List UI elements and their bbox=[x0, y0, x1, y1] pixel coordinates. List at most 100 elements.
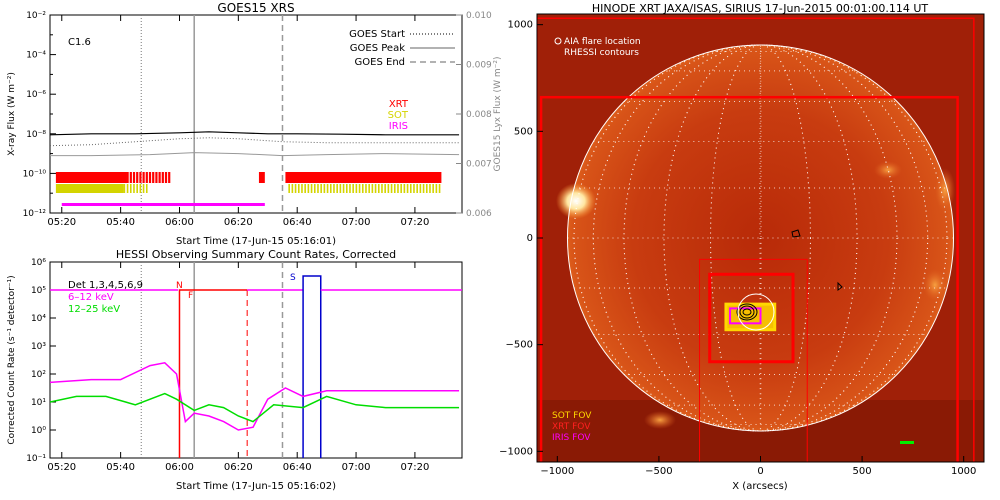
hessi-xtick-label-2: 06:00 bbox=[165, 462, 194, 473]
goes-series-line-2 bbox=[50, 152, 460, 157]
goes-coverage-iris-0 bbox=[61, 203, 265, 206]
goes-ytick-label-0: 10⁻¹² bbox=[23, 209, 47, 219]
goes-coverage-xrt-1-11 bbox=[161, 172, 164, 183]
hessi-ytick-label-6: 10⁵ bbox=[31, 286, 46, 296]
goes-coverage-sot-2-39 bbox=[413, 184, 415, 193]
fov-box-1 bbox=[539, 95, 959, 462]
goes-coverage-sot-2-2 bbox=[294, 184, 297, 193]
hessi-y-axis: 10⁻¹ 10⁰ 10¹ 10² 10³ 10⁴ 10⁵ 10⁶ bbox=[26, 258, 56, 464]
hessi-x-axis: 05:20 05:40 06:00 06:20 06:40 07:00 07:20 bbox=[47, 262, 429, 473]
hessi-flag-f: F bbox=[188, 291, 193, 301]
goes-ytick-label-1: 10⁻¹⁰ bbox=[23, 169, 47, 179]
goes-coverage-xrt-1-3 bbox=[136, 172, 139, 183]
hessi-saa-flag bbox=[302, 275, 322, 458]
goes-y2tick-label-1: 0.007 bbox=[466, 160, 492, 170]
xrt-xtick-label-3: 500 bbox=[853, 466, 872, 477]
goes-coverage-sot-2-7 bbox=[310, 184, 313, 193]
goes-y2tick-label-2: 0.008 bbox=[466, 110, 492, 120]
hessi-ytick-label-3: 10² bbox=[31, 370, 46, 380]
xrt-ytick-label-2: 0 bbox=[527, 233, 533, 244]
goes-coverage-legend: XRT SOT IRIS bbox=[388, 99, 409, 132]
fov-box-2 bbox=[699, 258, 808, 462]
goes-panel: GOES15 XRS 10⁻¹² 10⁻¹⁰ 10⁻⁸ 10⁻⁶ 10⁻⁴ 10⁻² 0.… bbox=[7, 1, 503, 247]
goes-coverage-sot-2-34 bbox=[397, 184, 399, 193]
rhessi-contour-1 bbox=[736, 303, 758, 321]
goes-coverage-xrt-1-9 bbox=[155, 172, 158, 183]
goes-coverage-sot-2-37 bbox=[406, 184, 409, 193]
goes-coverage-xrt-0 bbox=[55, 172, 127, 183]
goes-coverage-sot-1-5 bbox=[139, 184, 142, 193]
xrt-y-axis: −1000 −500 0 500 1000 bbox=[499, 20, 543, 457]
hessi-legend: Det 1,3,4,5,6,9 6–12 keV 12–25 keV bbox=[68, 280, 143, 315]
hessi-series-line-0 bbox=[50, 361, 460, 431]
goes-coverage-xrt-1-8 bbox=[152, 172, 155, 183]
hessi-flags bbox=[50, 275, 462, 458]
goes-coverage-xrt-1-10 bbox=[158, 172, 161, 183]
hessi-series-line-1 bbox=[50, 392, 460, 423]
goes-coverage-xrt-1-12 bbox=[164, 172, 168, 183]
hessi-ytick-label-2: 10¹ bbox=[31, 398, 46, 408]
goes-coverage-sot-2-29 bbox=[381, 184, 383, 193]
hessi-title: HESSI Observing Summary Count Rates, Cor… bbox=[116, 248, 396, 261]
goes-coverage-sot-2-15 bbox=[336, 184, 338, 193]
goes-coverage-xrt-1-7 bbox=[148, 172, 152, 183]
goes-coverage-sot-2-45 bbox=[432, 184, 434, 193]
goes-coverage-sot-2-12 bbox=[326, 184, 329, 193]
xrt-legend-bottom: SOT FOV XRT FOV IRIS FOV bbox=[552, 411, 592, 443]
goes-coverage-sot-2-6 bbox=[307, 184, 310, 193]
hessi-series bbox=[50, 361, 460, 431]
hessi-ytick-label-0: 10⁻¹ bbox=[26, 454, 46, 464]
goes-coverage-sot-2-47 bbox=[438, 184, 441, 193]
rhessi-contour-3 bbox=[742, 308, 752, 316]
hessi-legend-high: 12–25 keV bbox=[68, 304, 120, 315]
hessi-event-markers bbox=[140, 262, 284, 458]
goes-xtick-label-2: 06:00 bbox=[165, 217, 194, 228]
xrt-ytick-label-3: 500 bbox=[514, 126, 533, 137]
goes-xtick-label-3: 06:20 bbox=[224, 217, 253, 228]
goes-coverage-xrt-1-4 bbox=[139, 172, 142, 183]
xrt-x-label: X (arcsecs) bbox=[732, 481, 788, 492]
xrt-panel: HINODE XRT JAXA/ISAS, SIRIUS 17-Jun-2015… bbox=[499, 2, 985, 492]
goes-coverage-xrt-1-5 bbox=[142, 172, 145, 183]
hessi-xtick-label-0: 05:20 bbox=[47, 462, 76, 473]
goes-ytick-label-5: 10⁻² bbox=[26, 11, 46, 21]
goes-y2tick-label-0: 0.006 bbox=[466, 209, 492, 219]
goes-coverage-sot-2-23 bbox=[361, 184, 364, 193]
hessi-x-label: Start Time (17-Jun-15 05:16:02) bbox=[176, 481, 336, 492]
xrt-xtick-label-4: 1000 bbox=[951, 466, 976, 477]
fov-box-5 bbox=[729, 307, 762, 325]
goes-y2tick-label-3: 0.009 bbox=[466, 61, 492, 71]
xrt-xtick-label-1: −500 bbox=[645, 466, 672, 477]
xrt-xtick-label-2: 0 bbox=[757, 466, 763, 477]
rhessi-contour-2 bbox=[739, 305, 755, 319]
goes-coverage-sot-2-32 bbox=[390, 184, 393, 193]
goes-y2-label: GOES15 Lyx Flux (W m⁻²) bbox=[493, 57, 503, 172]
hessi-xtick-label-5: 07:00 bbox=[342, 462, 371, 473]
hessi-flag-n: N bbox=[176, 281, 183, 291]
goes-coverage-sot-2-33 bbox=[393, 184, 396, 193]
goes-coverage-sot-2-41 bbox=[419, 184, 422, 193]
goes-coverage bbox=[55, 172, 442, 206]
goes-coverage-sot-2-43 bbox=[425, 184, 428, 193]
goes-coverage-sot-2-30 bbox=[384, 184, 386, 193]
goes-coverage-sot-2-19 bbox=[349, 184, 351, 193]
limb-marker bbox=[900, 441, 914, 444]
xrt-legend-rhessi: RHESSI contours bbox=[564, 48, 639, 58]
hessi-flag-s: S bbox=[290, 273, 296, 283]
goes-xtick-label-4: 06:40 bbox=[283, 217, 312, 228]
goes-coverage-sot-2-14 bbox=[333, 184, 335, 193]
goes-coverage-sot-2-38 bbox=[409, 184, 412, 193]
goes-coverage-sot-2-24 bbox=[365, 184, 367, 193]
goes-coverage-xrt-1-2 bbox=[132, 172, 136, 183]
xrt-legend-top: AIA flare location RHESSI contours bbox=[554, 37, 641, 58]
xrt-ytick-label-4: 1000 bbox=[508, 20, 533, 31]
goes-coverage-sot-2-21 bbox=[355, 184, 358, 193]
goes-series bbox=[50, 131, 460, 157]
goes-legend-peak: GOES Peak bbox=[350, 43, 405, 54]
goes-coverage-xrt-1-1 bbox=[129, 172, 132, 183]
active-region-ne bbox=[874, 161, 902, 179]
goes-ytick-label-2: 10⁻⁸ bbox=[26, 130, 46, 140]
goes-legend-end: GOES End bbox=[355, 57, 405, 68]
rhessi-contour-small-2 bbox=[837, 281, 843, 291]
